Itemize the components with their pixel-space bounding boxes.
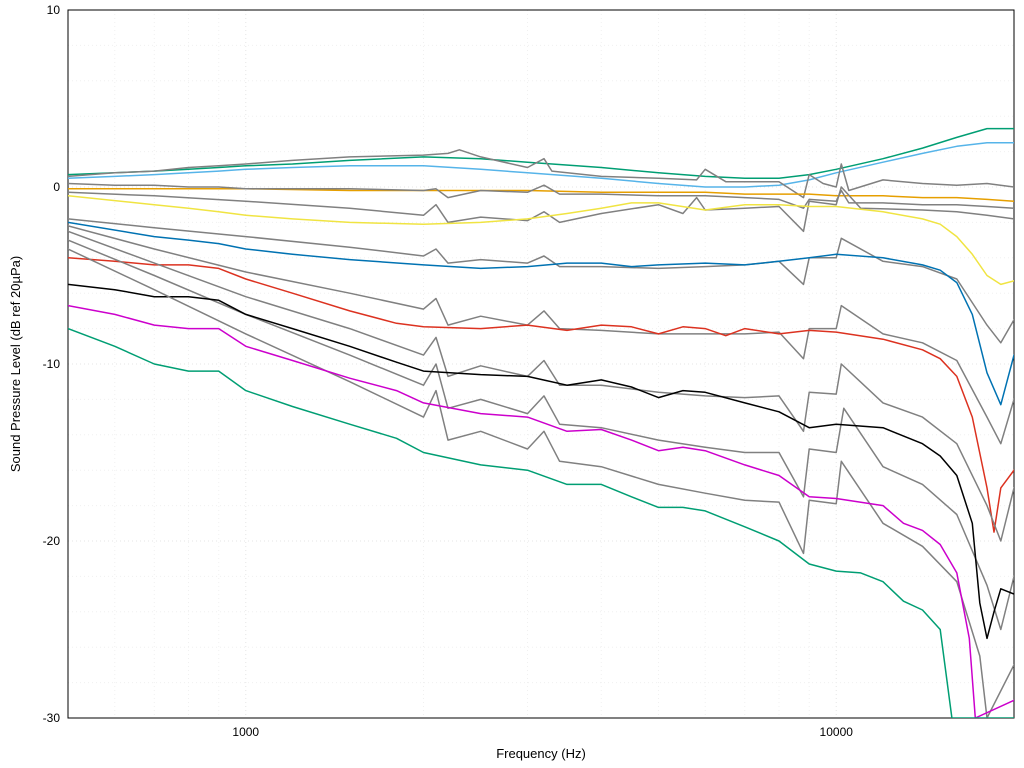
y-axis-label: Sound Pressure Level (dB ref 20µPa): [8, 256, 23, 472]
series-teal-upper: [68, 129, 1014, 179]
series-teal-lower: [68, 329, 1014, 718]
y-tick-label: -30: [43, 711, 61, 725]
series-magenta: [68, 306, 1014, 718]
series-gray-4: [68, 219, 1014, 343]
y-tick-label: 0: [53, 180, 60, 194]
series-lightblue-upper: [68, 143, 1014, 187]
x-tick-label: 1000: [232, 725, 259, 739]
series-gray-6: [68, 231, 1014, 541]
y-tick-label: 10: [47, 3, 61, 17]
series-gray-3: [68, 187, 1014, 231]
series-gray-5: [68, 226, 1014, 444]
x-tick-label: 10000: [820, 725, 854, 739]
y-tick-label: -20: [43, 534, 61, 548]
x-axis-label: Frequency (Hz): [496, 746, 586, 761]
y-tick-label: -10: [43, 357, 61, 371]
frequency-response-chart: 1000 10000 -30 -20 -10 0 10 Frequency (Hz) Sound…: [0, 0, 1024, 768]
